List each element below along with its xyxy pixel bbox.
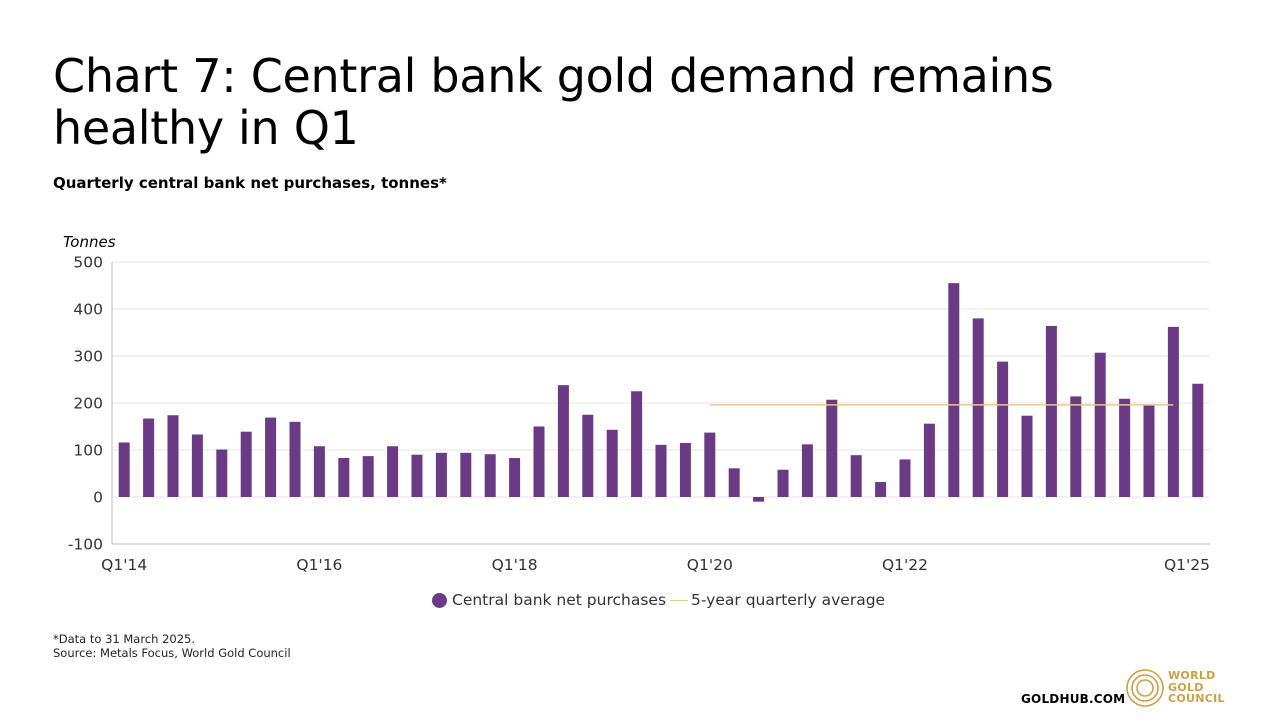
- x-tick-label: Q1'25: [1164, 556, 1210, 574]
- bar: [1021, 415, 1033, 497]
- bar: [704, 432, 716, 497]
- y-tick-label: 200: [73, 395, 103, 413]
- bar-chart: -100 0 100 200 300 400 500 Tonnes Q1'14 Q1'16 Q1'1…: [63, 233, 1210, 574]
- x-tick-label: Q1'14: [101, 556, 147, 574]
- bar: [826, 399, 838, 497]
- bar: [899, 459, 911, 497]
- legend-label-average: 5-year quarterly average: [691, 591, 886, 609]
- bar: [1143, 404, 1155, 497]
- chart-subtitle: Quarterly central bank net purchases, to…: [53, 174, 447, 192]
- y-tick-label: 400: [73, 301, 103, 319]
- y-axis-title: Tonnes: [63, 233, 116, 251]
- bar: [509, 457, 521, 497]
- footnote-source: Source: Metals Focus, World Gold Council: [53, 646, 291, 660]
- bar: [923, 423, 935, 497]
- bar: [582, 414, 594, 497]
- bar: [1094, 352, 1106, 497]
- wgc-word-world: WORLD: [1168, 669, 1216, 682]
- bar: [557, 385, 569, 497]
- bar: [606, 429, 618, 497]
- bar: [167, 415, 179, 497]
- bar: [313, 446, 325, 497]
- wgc-word-council: COUNCIL: [1168, 692, 1225, 705]
- goldhub-link[interactable]: GOLDHUB.COM: [1021, 692, 1126, 706]
- legend-swatch-purchases: [432, 592, 447, 608]
- bar: [801, 444, 813, 497]
- x-tick-label: Q1'20: [687, 556, 733, 574]
- bar: [362, 456, 374, 497]
- bar: [875, 481, 887, 497]
- y-tick-label: 100: [73, 442, 103, 460]
- bar: [631, 391, 643, 497]
- y-tick-label: 0: [93, 489, 103, 507]
- bar: [679, 442, 691, 497]
- bar: [533, 426, 545, 497]
- bar: [435, 452, 447, 497]
- legend-swatch-average: [670, 599, 688, 601]
- bar: [484, 454, 496, 497]
- y-tick-label: -100: [68, 536, 103, 554]
- bar: [1070, 396, 1082, 497]
- wgc-wordmark: WORLD GOLD COUNCIL: [1168, 670, 1225, 705]
- y-tick-label: 300: [73, 348, 103, 366]
- bar: [118, 442, 130, 497]
- bar: [728, 468, 740, 497]
- bar: [191, 434, 203, 497]
- bar: [777, 469, 789, 497]
- bar: [289, 421, 301, 497]
- wgc-word-gold: GOLD: [1168, 680, 1204, 694]
- bar: [265, 417, 277, 497]
- x-tick-label: Q1'18: [492, 556, 538, 574]
- bar: [972, 318, 984, 497]
- bar: [216, 449, 228, 497]
- legend-item-average: 5-year quarterly average: [670, 588, 885, 612]
- legend-label-purchases: Central bank net purchases: [452, 591, 667, 609]
- bar: [948, 283, 960, 497]
- bar: [997, 361, 1009, 497]
- x-tick-label: Q1'22: [882, 556, 928, 574]
- legend-item-purchases: Central bank net purchases: [432, 588, 666, 612]
- bar: [1045, 325, 1057, 497]
- bar: [143, 418, 155, 497]
- bar: [1192, 383, 1204, 497]
- bar: [387, 446, 399, 497]
- chart-title: Chart 7: Central bank gold demand remain…: [53, 49, 1054, 155]
- bar: [655, 444, 667, 497]
- bar: [338, 457, 350, 497]
- bar: [411, 454, 423, 497]
- y-tick-label: 500: [73, 254, 103, 272]
- bar: [1119, 398, 1131, 497]
- wgc-logo-icon: [1126, 669, 1164, 707]
- footnote: *Data to 31 March 2025. Source: Metals F…: [53, 632, 291, 660]
- bar: [240, 431, 252, 497]
- footnote-data-date: *Data to 31 March 2025.: [53, 632, 195, 646]
- bar: [753, 497, 765, 502]
- bar: [1167, 326, 1179, 497]
- bar: [460, 452, 472, 497]
- x-tick-label: Q1'16: [296, 556, 342, 574]
- bar: [850, 455, 862, 497]
